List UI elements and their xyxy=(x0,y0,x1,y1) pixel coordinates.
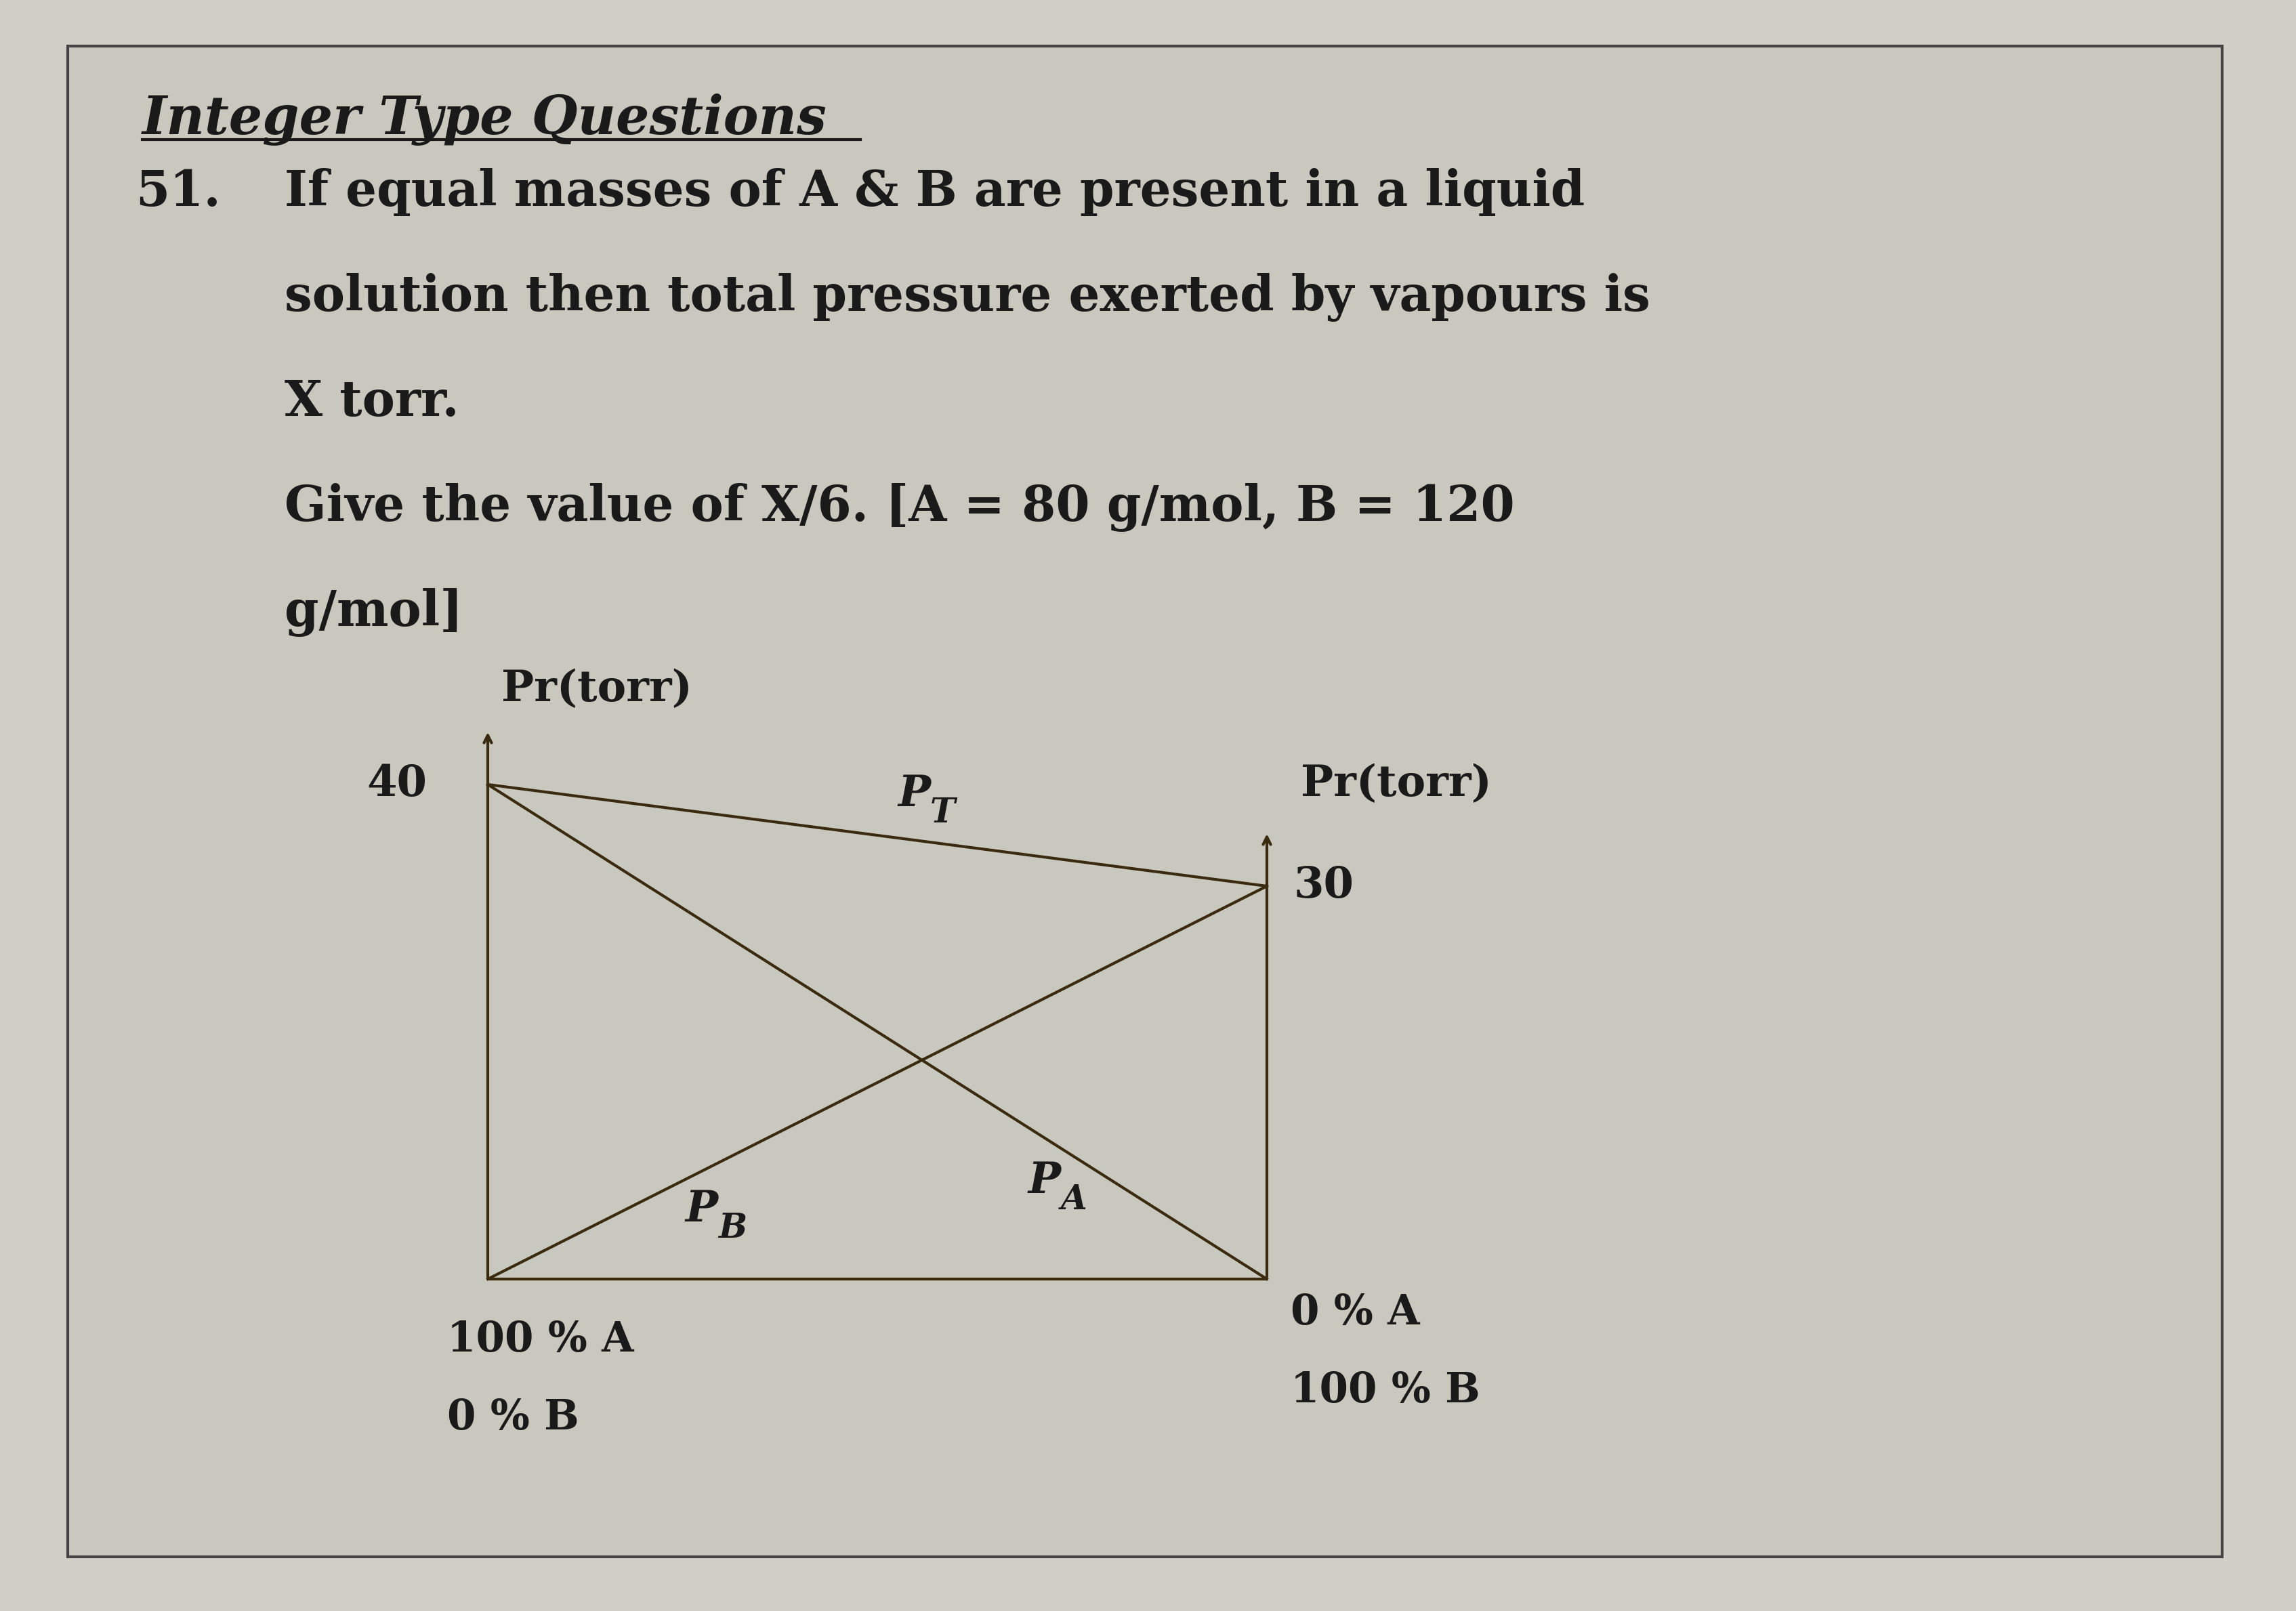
Text: 100 % B: 100 % B xyxy=(1290,1371,1481,1411)
Text: 51.: 51. xyxy=(135,168,220,216)
Text: 0 % B: 0 % B xyxy=(448,1398,579,1439)
Text: If equal masses of A & B are present in a liquid: If equal masses of A & B are present in … xyxy=(285,168,1584,216)
Text: P: P xyxy=(687,1189,719,1231)
Text: Integer Type Questions: Integer Type Questions xyxy=(142,93,827,145)
Text: 100 % A: 100 % A xyxy=(448,1319,634,1360)
Text: 40: 40 xyxy=(367,764,427,806)
Text: g/mol]: g/mol] xyxy=(285,588,464,636)
Text: X torr.: X torr. xyxy=(285,379,459,427)
Text: T: T xyxy=(930,797,955,830)
Text: Give the value of X/6. [A = 80 g/mol, B = 120: Give the value of X/6. [A = 80 g/mol, B … xyxy=(285,483,1515,532)
Text: solution then total pressure exerted by vapours is: solution then total pressure exerted by … xyxy=(285,272,1651,322)
Text: A: A xyxy=(1061,1184,1088,1216)
Text: P: P xyxy=(1029,1160,1061,1202)
Text: 30: 30 xyxy=(1295,865,1355,907)
Text: B: B xyxy=(719,1211,746,1245)
Text: Pr(torr): Pr(torr) xyxy=(1302,764,1492,806)
Text: Pr(torr): Pr(torr) xyxy=(501,669,693,710)
Text: P: P xyxy=(898,773,930,815)
Text: 0 % A: 0 % A xyxy=(1290,1292,1419,1334)
